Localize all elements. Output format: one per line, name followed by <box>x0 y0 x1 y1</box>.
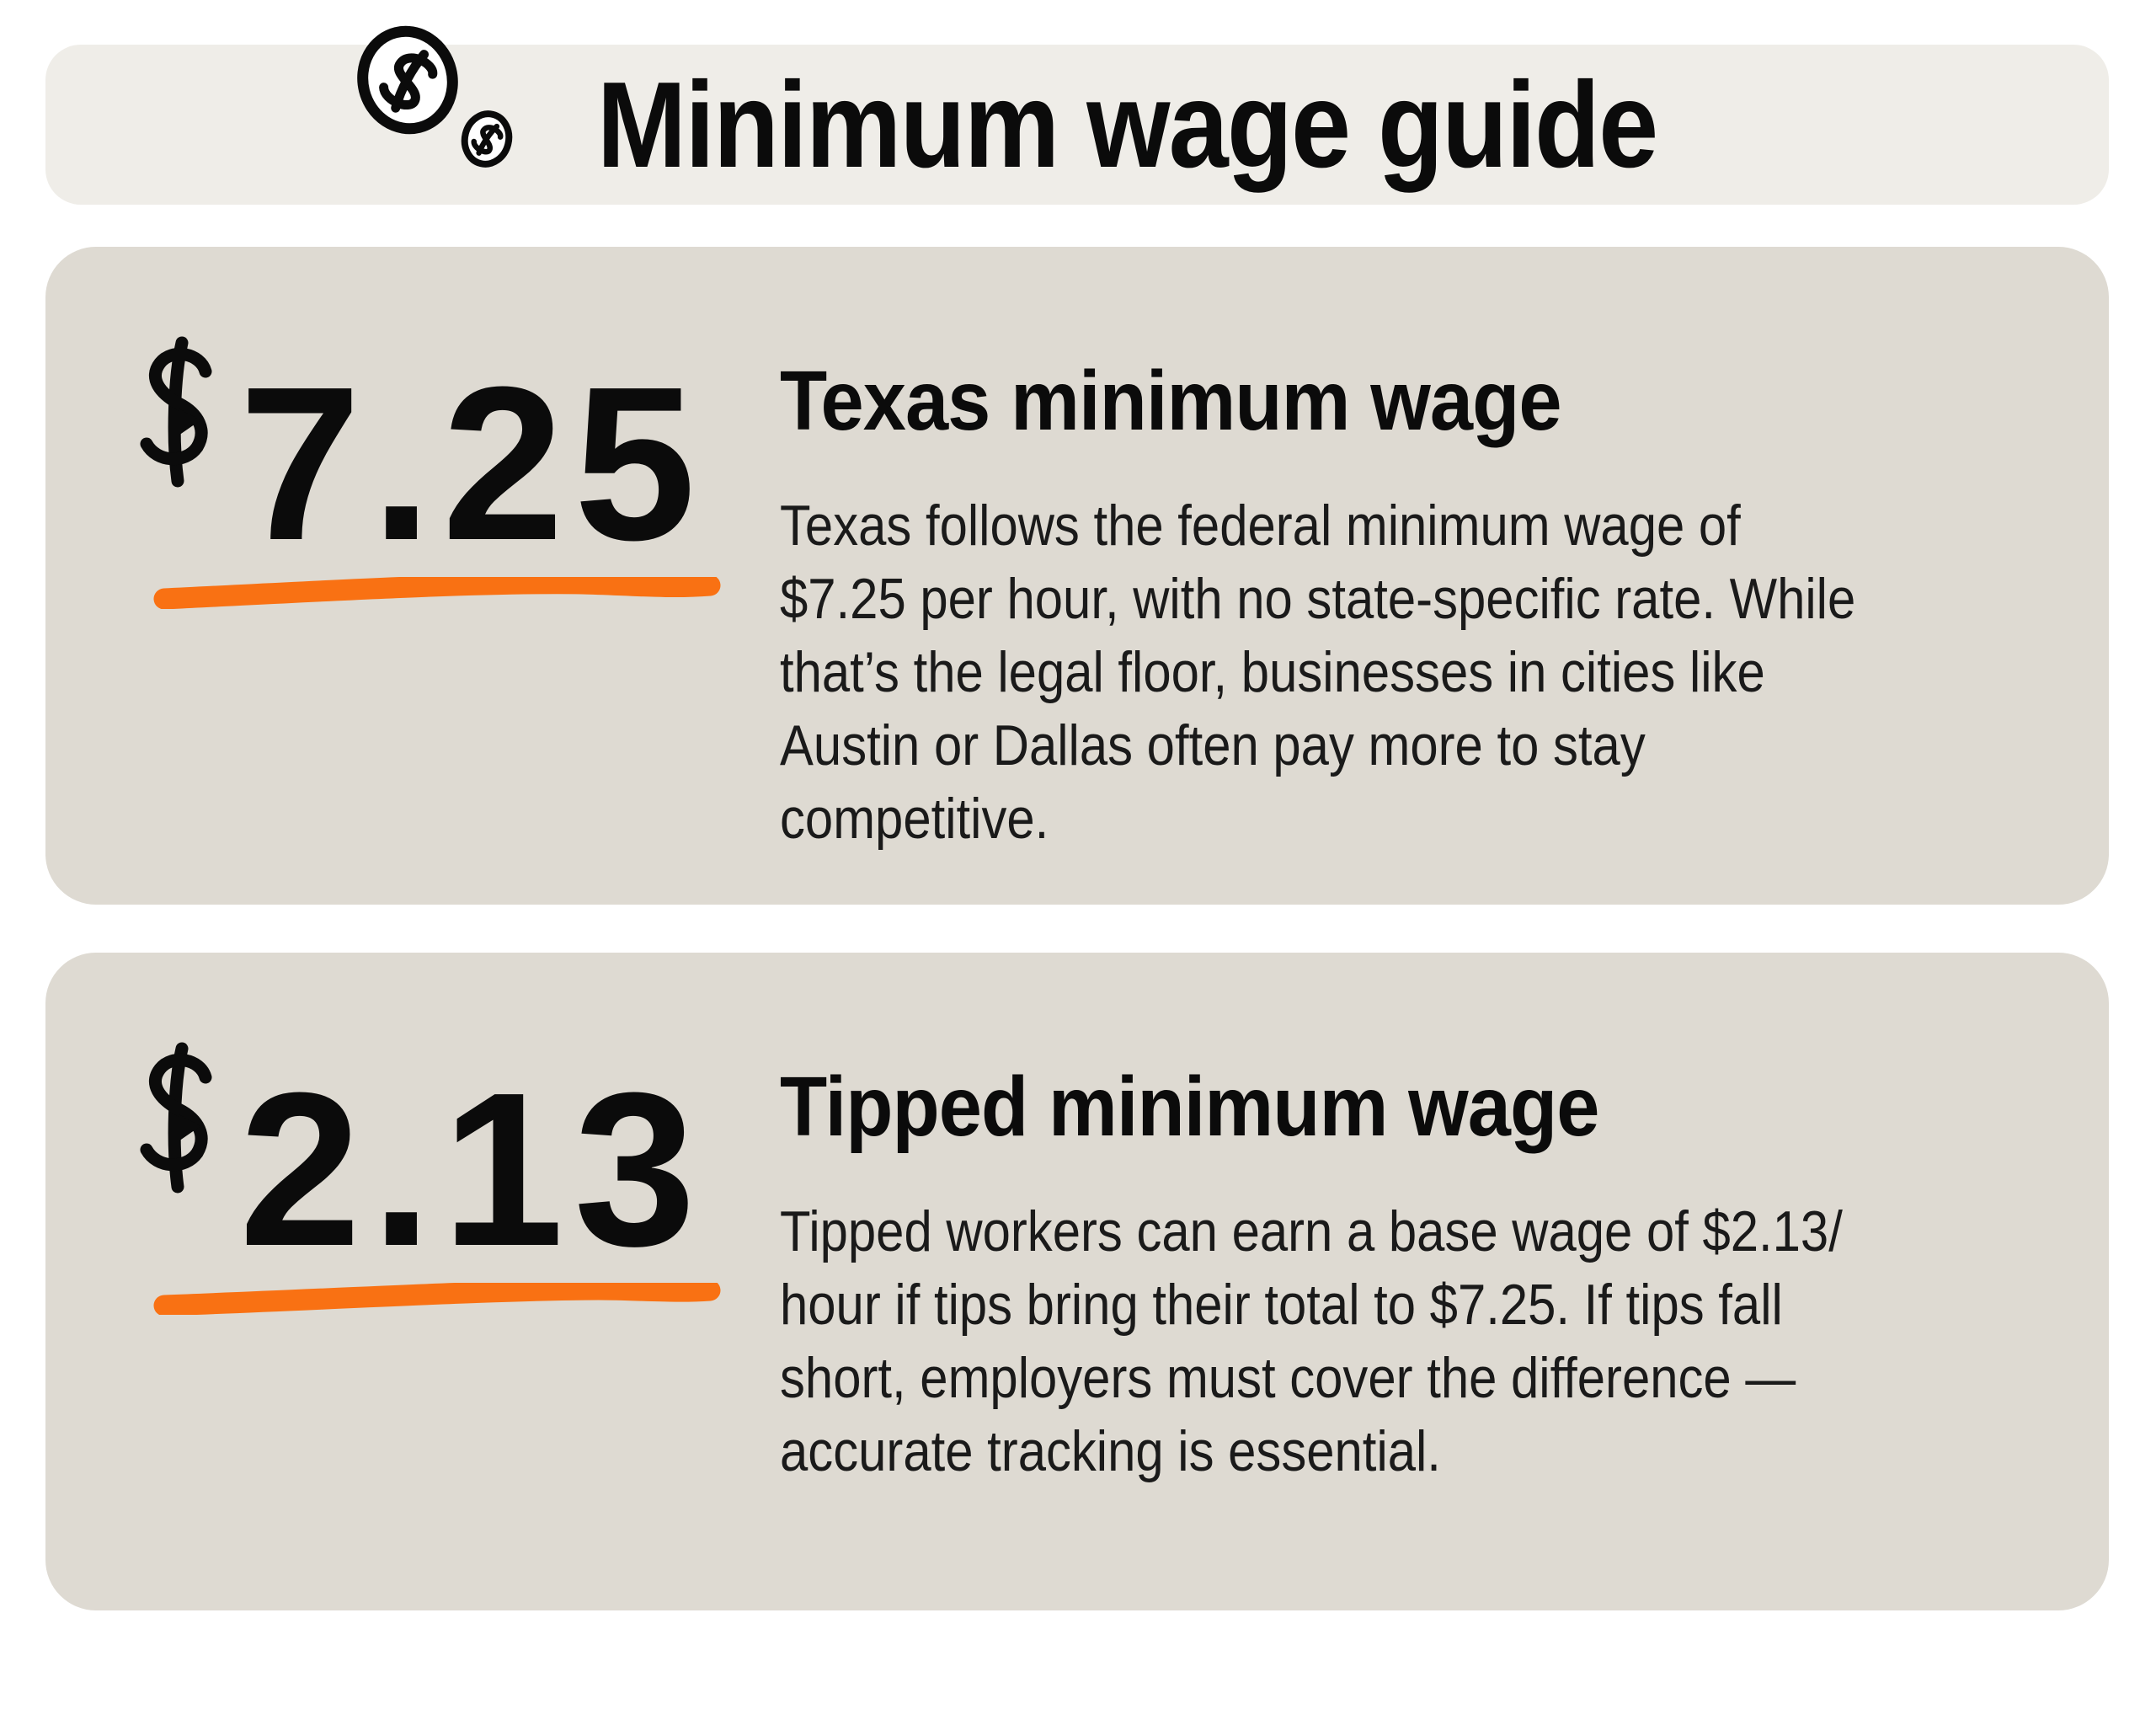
page-title: Minimum wage guide <box>596 56 1658 193</box>
wage-price-block: 7.25 <box>45 247 780 905</box>
wage-price-block: 2.13 <box>45 953 780 1610</box>
hand-drawn-dollar-sign-icon <box>140 1042 212 1194</box>
wage-amount: 7.25 <box>239 342 707 586</box>
wage-amount: 2.13 <box>239 1048 707 1292</box>
dollar-coins-icon <box>352 24 520 172</box>
dollar-coin-large-icon <box>357 25 458 135</box>
wage-text-block: Texas minimum wage Texas follows the fed… <box>780 247 2109 905</box>
card-tipped-minimum-wage: 2.13 Tipped minimum wage Tipped workers … <box>45 953 2109 1610</box>
card-texas-minimum-wage: 7.25 Texas minimum wage Texas follows th… <box>45 247 2109 905</box>
orange-underline-icon <box>153 1283 721 1315</box>
wage-text-block: Tipped minimum wage Tipped workers can e… <box>780 953 2109 1610</box>
header-bar: Minimum wage guide <box>45 25 2109 205</box>
minimum-wage-infographic: Minimum wage guide 7.25 Texas minimum wa… <box>0 25 2156 1610</box>
card-body: Texas follows the federal minimum wage o… <box>780 494 1856 851</box>
card-heading: Tipped minimum wage <box>780 1060 1599 1154</box>
card-heading: Texas minimum wage <box>780 354 1562 448</box>
dollar-coin-small-icon <box>461 110 513 168</box>
hand-drawn-dollar-sign-icon <box>140 336 212 488</box>
card-body: Tipped workers can earn a base wage of $… <box>780 1199 1843 1483</box>
orange-underline-icon <box>153 577 721 609</box>
